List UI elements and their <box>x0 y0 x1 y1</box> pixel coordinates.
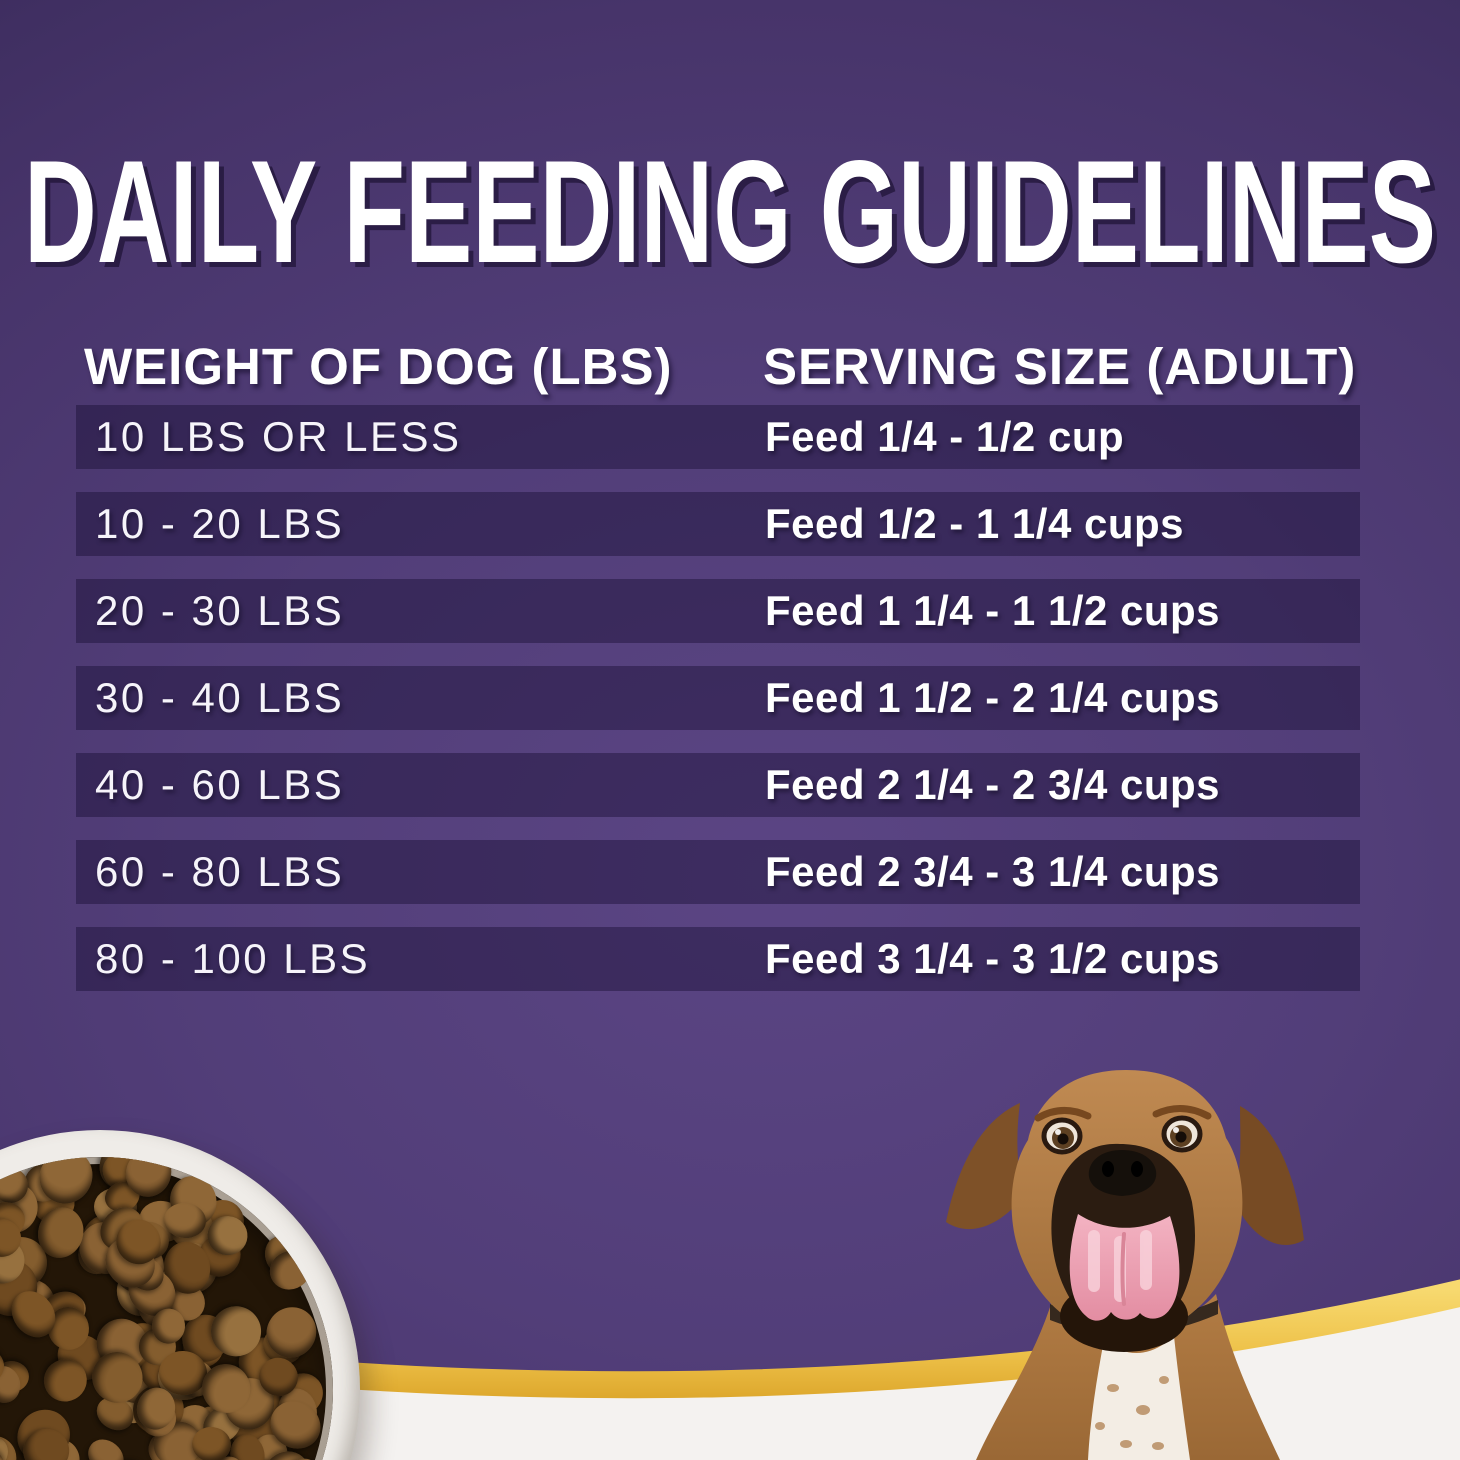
serving-cell: Feed 2 1/4 - 2 3/4 cups <box>765 761 1221 808</box>
serving-cell: Feed 3 1/4 - 3 1/2 cups <box>765 935 1221 982</box>
table-row: 30 - 40 LBS Feed 1 1/2 - 2 1/4 cups <box>76 666 1360 730</box>
weight-cell: 80 - 100 LBS <box>95 935 371 982</box>
serving-cell: Feed 1 1/2 - 2 1/4 cups <box>765 674 1221 721</box>
table-row: 40 - 60 LBS Feed 2 1/4 - 2 3/4 cups <box>76 753 1360 817</box>
feeding-guidelines-table: 10 LBS OR LESS Feed 1/4 - 1/2 cup 10 - 2… <box>76 405 1360 1014</box>
column-header-serving: SERVING SIZE (ADULT) <box>763 338 1357 395</box>
dog-chest-blaze <box>1088 1336 1190 1460</box>
page-title-block: DAILY FEEDING GUIDELINES DAILY FEEDING G… <box>24 140 1441 290</box>
serving-cell: Feed 1/4 - 1/2 cup <box>765 413 1125 460</box>
dog-right-ear <box>1233 1106 1304 1245</box>
table-row: 10 LBS OR LESS Feed 1/4 - 1/2 cup <box>76 405 1360 469</box>
dog-tongue <box>1069 1214 1180 1321</box>
column-header-weight: WEIGHT OF DOG (LBS) <box>84 338 673 395</box>
dog-brow-ridges <box>1034 1105 1212 1122</box>
dog-chest-speckles <box>1095 1376 1169 1450</box>
serving-cell: Feed 2 3/4 - 3 1/4 cups <box>765 848 1221 895</box>
dog-left-ear <box>946 1103 1024 1230</box>
dog-eyes <box>1041 1115 1203 1155</box>
page-title-shadow: DAILY FEEDING GUIDELINES <box>29 140 1441 290</box>
table-row: 20 - 30 LBS Feed 1 1/4 - 1 1/2 cups <box>76 579 1360 643</box>
dog-nose <box>1088 1150 1157 1196</box>
serving-cell: Feed 1 1/4 - 1 1/2 cups <box>765 587 1221 634</box>
boxer-dog-photo <box>946 1070 1304 1460</box>
weight-cell: 40 - 60 LBS <box>95 761 345 808</box>
serving-cell: Feed 1/2 - 1 1/4 cups <box>765 500 1185 547</box>
weight-cell: 20 - 30 LBS <box>95 587 345 634</box>
table-row: 60 - 80 LBS Feed 2 3/4 - 3 1/4 cups <box>76 840 1360 904</box>
kibble-bowl-photo <box>0 1130 360 1460</box>
table-row: 10 - 20 LBS Feed 1/2 - 1 1/4 cups <box>76 492 1360 556</box>
weight-cell: 30 - 40 LBS <box>95 674 345 721</box>
weight-cell: 10 - 20 LBS <box>95 500 345 547</box>
weight-cell: 10 LBS OR LESS <box>95 413 462 460</box>
weight-cell: 60 - 80 LBS <box>95 848 345 895</box>
page-title: DAILY FEEDING GUIDELINES <box>24 140 1436 290</box>
table-row: 80 - 100 LBS Feed 3 1/4 - 3 1/2 cups <box>76 927 1360 991</box>
